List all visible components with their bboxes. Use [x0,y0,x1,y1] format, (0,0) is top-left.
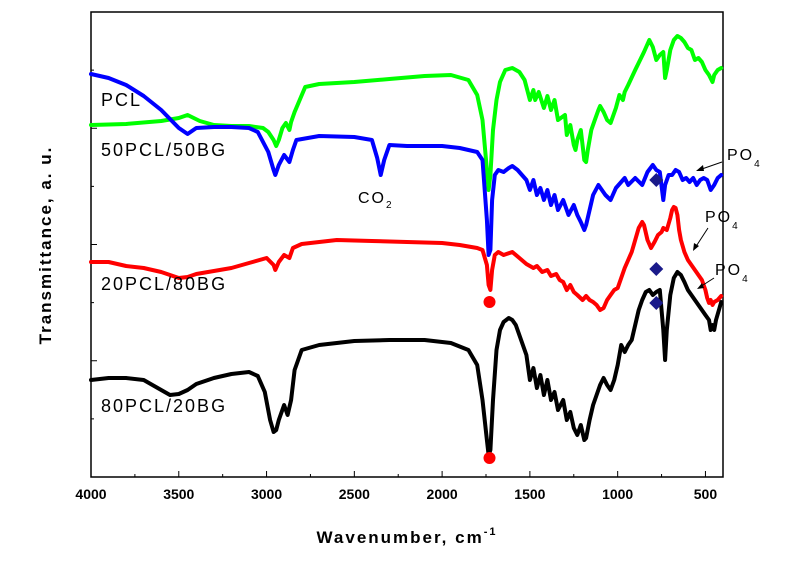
annotation-po4-2-sub: 4 [732,221,738,232]
annotation-po4-1-sub: 4 [754,159,760,170]
x-axis-title-sup: -1 [484,526,498,538]
series-label-80pcl-20bg: 80PCL/20BG [101,396,227,416]
annotation-po4-3-text: PO [715,262,742,279]
series-layer [89,34,724,457]
marker-diamond [649,262,664,276]
annotation-po4-2-text: PO [705,209,732,226]
series-label-pcl: PCL [101,90,142,110]
marker-diamond [649,173,664,187]
marker-circle [483,452,496,464]
marker-diamond [649,296,664,310]
x-tick-label: 1500 [514,486,545,502]
x-axis-ticks: 4000 3500 3000 2500 2000 1500 1000 500 [75,471,717,502]
annotation-po4-3-sub: 4 [742,274,748,285]
x-tick-label: 2500 [339,486,370,502]
annotation-po4-3-arrowhead [697,283,704,289]
annotation-po4-2: PO4 [705,209,738,232]
series-line-80pcl-20bg [89,270,724,457]
series-label-50pcl-50bg: 50PCL/50BG [101,140,227,160]
annotation-po4-1-text: PO [727,147,754,164]
series-label-20pcl-80bg: 20PCL/80BG [101,274,227,294]
x-tick-label: 1000 [602,486,633,502]
annotation-po4-1-arrowhead [696,165,704,171]
marker-layer [483,173,664,464]
annotation-co2: CO2 [358,190,392,211]
x-tick-label: 500 [694,486,718,502]
x-tick-label: 2000 [427,486,458,502]
annotation-po4-2-pointer [694,227,709,249]
y-axis-title: Transmittance, a. u. [36,146,55,345]
annotation-co2-text: CO [358,190,386,207]
series-line-20pcl-80bg [89,205,724,312]
y-axis-ticks [91,11,97,478]
x-tick-label: 3500 [163,486,194,502]
annotation-po4-1: PO4 [727,147,760,170]
x-tick-label: 3000 [251,486,282,502]
annotation-po4-3: PO4 [715,262,748,285]
x-axis-title-text: Wavenumber, cm [317,528,484,547]
x-axis-title: Wavenumber, cm-1 [317,526,498,547]
annotation-po4-2-arrowhead [693,243,699,251]
marker-circle [483,296,496,308]
series-line-pcl [89,34,724,192]
x-tick-label: 4000 [75,486,106,502]
annotation-co2-sub: 2 [386,200,392,211]
series-line-50pcl-50bg [89,72,724,257]
